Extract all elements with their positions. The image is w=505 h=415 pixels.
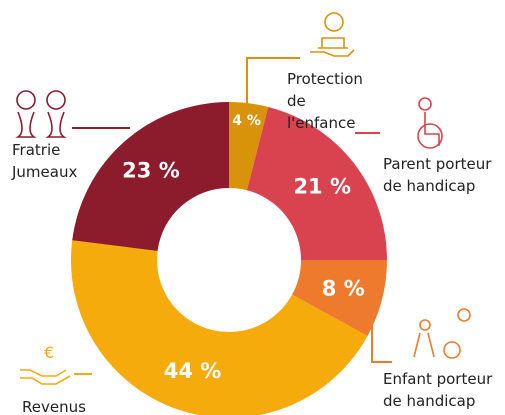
donut-segment — [72, 102, 229, 251]
category-label: Fratrie Jumeaux — [12, 141, 78, 181]
value-label: 8 % — [322, 276, 365, 300]
category-label: Protection de l'enfance — [287, 70, 363, 132]
donut-segment — [71, 240, 368, 415]
category-label: Revenus — [22, 398, 86, 415]
connector — [246, 57, 300, 104]
value-label: 21 % — [293, 175, 351, 199]
donut-segment — [229, 102, 269, 191]
icon-twins — [15, 90, 67, 138]
icon-money: € — [20, 343, 71, 385]
icon-child — [310, 12, 355, 57]
connector — [371, 318, 392, 363]
icons: € — [15, 12, 471, 385]
icon-wheelchair — [417, 97, 443, 149]
value-label: 4 % — [232, 113, 261, 129]
donut-segment — [292, 260, 387, 337]
category-label: Parent porteur de handicap — [383, 155, 492, 195]
icon-child-wheelchair — [413, 308, 471, 359]
category-label: Enfant porteur de handicap — [383, 370, 493, 410]
value-label: 23 % — [122, 158, 180, 182]
value-label: 44 % — [164, 359, 222, 383]
donut-segment — [246, 106, 387, 260]
connectors — [72, 57, 392, 375]
svg-text:€: € — [44, 343, 54, 362]
